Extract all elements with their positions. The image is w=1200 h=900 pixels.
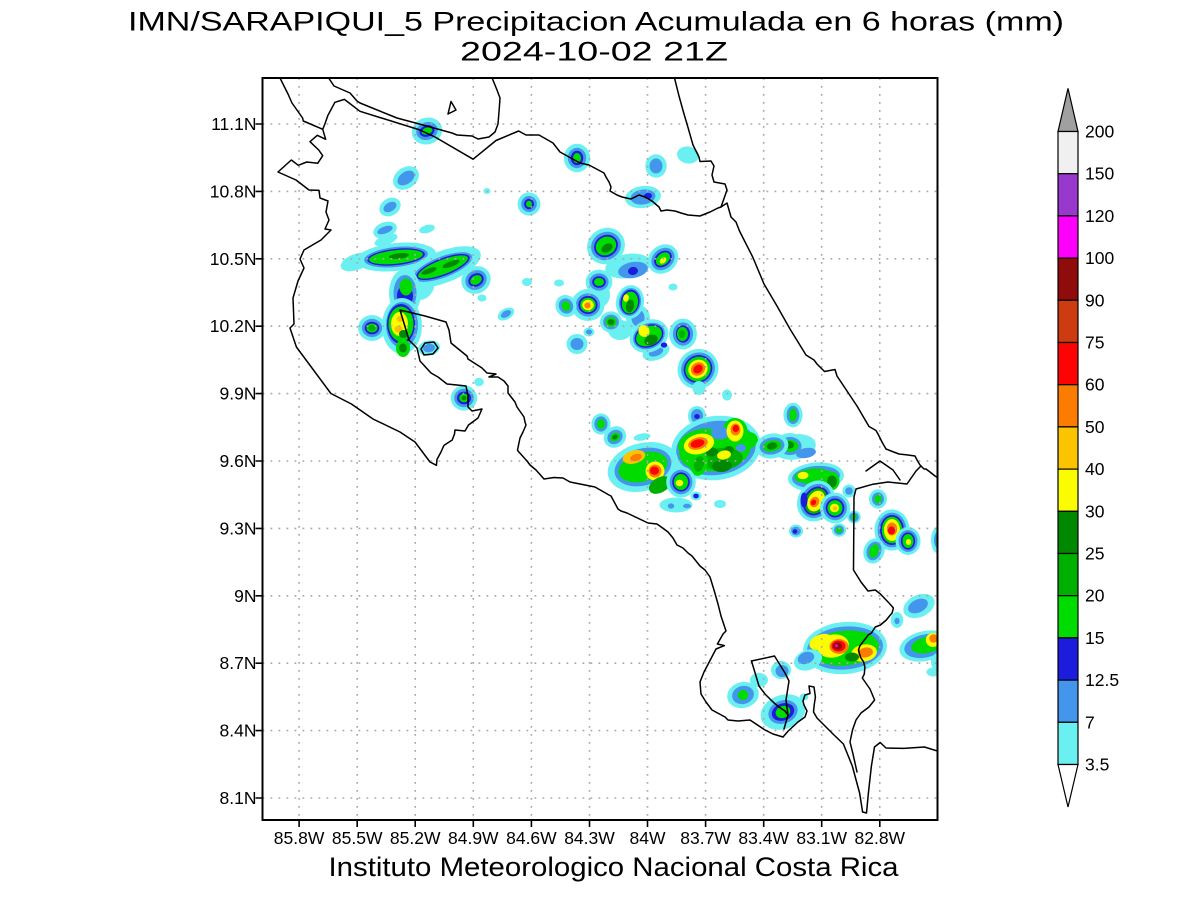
svg-text:8.7N: 8.7N bbox=[220, 653, 257, 673]
svg-text:75: 75 bbox=[1085, 333, 1104, 353]
svg-text:85.2W: 85.2W bbox=[390, 828, 441, 848]
svg-text:85.5W: 85.5W bbox=[332, 828, 383, 848]
svg-text:15: 15 bbox=[1085, 628, 1104, 648]
svg-text:30: 30 bbox=[1085, 501, 1105, 521]
svg-text:20: 20 bbox=[1085, 586, 1105, 606]
svg-text:9N: 9N bbox=[234, 586, 256, 606]
svg-text:9.9N: 9.9N bbox=[220, 384, 257, 404]
svg-text:60: 60 bbox=[1085, 375, 1105, 395]
svg-text:IMN/SARAPIQUI_5 Precipitacion: IMN/SARAPIQUI_5 Precipitacion Acumulada … bbox=[128, 7, 1064, 37]
svg-text:50: 50 bbox=[1085, 417, 1105, 437]
svg-text:84.6W: 84.6W bbox=[506, 828, 557, 848]
svg-text:8.4N: 8.4N bbox=[220, 721, 257, 741]
svg-text:83.1W: 83.1W bbox=[796, 828, 847, 848]
svg-text:10.5N: 10.5N bbox=[210, 249, 257, 269]
svg-text:84.9W: 84.9W bbox=[448, 828, 499, 848]
svg-text:2024-10-02 21Z: 2024-10-02 21Z bbox=[460, 37, 728, 67]
svg-text:200: 200 bbox=[1085, 122, 1114, 142]
svg-text:120: 120 bbox=[1085, 206, 1114, 226]
svg-text:9.3N: 9.3N bbox=[220, 518, 257, 538]
svg-text:85.8W: 85.8W bbox=[274, 828, 325, 848]
svg-text:150: 150 bbox=[1085, 164, 1114, 184]
svg-text:12.5: 12.5 bbox=[1085, 670, 1119, 690]
svg-text:84.3W: 84.3W bbox=[564, 828, 615, 848]
svg-text:84W: 84W bbox=[630, 828, 666, 848]
svg-text:25: 25 bbox=[1085, 544, 1104, 564]
svg-text:11.1N: 11.1N bbox=[211, 114, 256, 134]
svg-text:90: 90 bbox=[1085, 290, 1105, 310]
svg-text:10.8N: 10.8N bbox=[210, 181, 257, 201]
svg-text:83.4W: 83.4W bbox=[738, 828, 789, 848]
svg-text:83.7W: 83.7W bbox=[680, 828, 731, 848]
svg-text:7: 7 bbox=[1085, 712, 1095, 732]
svg-text:3.5: 3.5 bbox=[1085, 755, 1109, 775]
svg-text:40: 40 bbox=[1085, 459, 1105, 479]
svg-text:100: 100 bbox=[1085, 248, 1114, 268]
svg-text:9.6N: 9.6N bbox=[220, 451, 257, 471]
svg-text:Instituto Meteorologico Nacion: Instituto Meteorologico Nacional Costa R… bbox=[329, 852, 899, 882]
svg-text:10.2N: 10.2N bbox=[210, 316, 257, 336]
svg-text:82.8W: 82.8W bbox=[855, 828, 906, 848]
svg-text:8.1N: 8.1N bbox=[220, 788, 257, 808]
